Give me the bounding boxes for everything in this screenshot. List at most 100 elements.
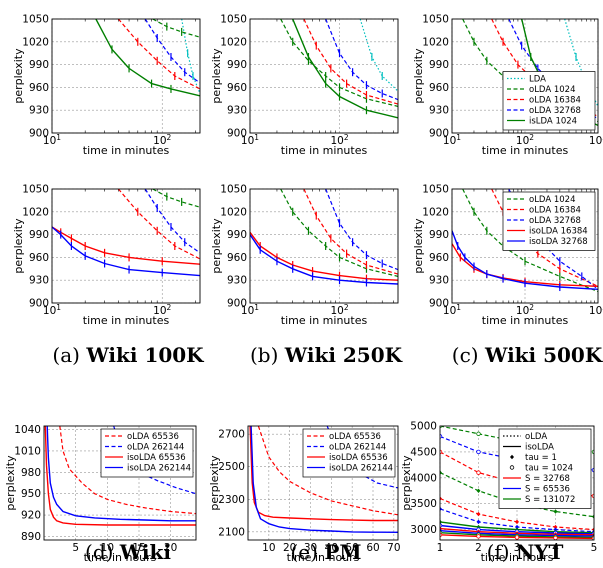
legend-label: isoLDA 65536 [127, 453, 186, 463]
x-tick-label: 30 [304, 542, 317, 554]
caption-title: Wiki 500K [484, 343, 603, 367]
series-line-blue-dashed [325, 189, 398, 271]
series-line-blue-dashed [325, 19, 398, 101]
series-line-red-dashed [303, 189, 398, 275]
panel-caption: (c) Wiki 500K [452, 343, 603, 367]
data-point-diamond [515, 524, 519, 530]
x-axis-label: time in minutes [281, 314, 368, 327]
x-tick-label: 101 [241, 133, 259, 147]
legend-label: oLDA 32768 [529, 216, 581, 226]
legend-label: tau = 1 [525, 453, 557, 463]
x-axis-label: time in hours [287, 551, 360, 564]
y-tick-label: 1050 [22, 14, 49, 26]
tick-exponent: 1 [56, 133, 61, 142]
series-group [280, 19, 398, 119]
chart-wiki-hours: 890 920 950 980 1010 1040 5 10 15 20 time in hours… [4, 424, 197, 564]
panel-caption: (d) Wiki [85, 540, 171, 564]
plot-area [52, 189, 200, 303]
y-tick-label: 960 [29, 252, 49, 264]
y-tick-label: 1050 [22, 184, 49, 196]
tick-base: 10 [330, 135, 343, 147]
legend-label: isoLDA 32768 [529, 237, 588, 247]
caption-title: Wiki [119, 540, 172, 564]
x-tick-label: 10 [101, 542, 114, 554]
series-line-red-dashed [440, 451, 594, 497]
legend-box [100, 428, 194, 478]
legend-label: S = 131072 [525, 495, 575, 505]
tick-exponent: 1 [56, 303, 61, 312]
chart-wiki500k-bottom: 90093096099010201050101102103time in min… [412, 184, 603, 328]
x-tick-label: 103 [589, 133, 603, 147]
x-tick-label: 102 [330, 133, 348, 147]
series-line-red-solid [44, 426, 196, 526]
data-point-diamond [476, 524, 481, 530]
x-tick-label: 102 [516, 133, 534, 147]
x-tick-label: 50 [345, 542, 358, 554]
y-tick-label: 1020 [220, 36, 247, 48]
caption-title: NYT [516, 540, 564, 564]
series-line-red-solid [52, 226, 200, 265]
tick-exponent: 1 [456, 133, 461, 142]
series-line-blue-solid [250, 426, 398, 533]
legend-label: LDA [529, 75, 546, 85]
y-tick-label: 990 [227, 59, 247, 71]
caption-letter: (c) [452, 343, 485, 367]
caption-letter: (a) [52, 343, 86, 367]
series-line-red-solid [250, 231, 398, 281]
legend-marker-diamond [510, 454, 514, 460]
x-tick-label: 103 [589, 303, 603, 317]
y-tick-label: 1050 [422, 14, 449, 26]
plot-area [250, 19, 398, 133]
y-tick-label: 2700 [218, 429, 245, 441]
y-tick-label: 1020 [22, 206, 49, 218]
x-axis-label: time in hours [84, 551, 157, 564]
y-tick-label: 900 [29, 128, 49, 140]
tick-exponent: 1 [254, 303, 259, 312]
data-point-diamond [476, 519, 481, 525]
chart-wiki500k-top: 90093096099010201050101102103time in min… [412, 14, 603, 158]
legend-label: oLDA [525, 432, 547, 442]
legend-box [498, 428, 592, 509]
tick-base: 10 [330, 305, 343, 317]
series-line-cyan-dotted [181, 19, 200, 94]
y-tick-label: 900 [429, 128, 449, 140]
caption-title: Wiki 100K [85, 343, 204, 367]
series-line-red-dashed [59, 426, 196, 515]
y-tick-label: 4000 [410, 472, 437, 484]
series-group [52, 189, 200, 277]
legend-label: oLDA 1024 [529, 195, 575, 205]
tick-exponent: 1 [456, 303, 461, 312]
axes-frame [439, 425, 595, 541]
y-tick-label: 960 [429, 252, 449, 264]
legend-marker-circle [509, 465, 515, 470]
caption-letter: (f) [487, 540, 516, 564]
x-tick-label: 10 [262, 542, 275, 554]
tick-base: 10 [589, 305, 602, 317]
x-axis-label: time in minutes [83, 144, 170, 157]
legend-label: isoLDA [525, 443, 554, 453]
x-tick-label: 5 [591, 542, 598, 554]
legend-label: oLDA 16384 [529, 206, 581, 216]
y-tick-label: 1020 [220, 206, 247, 218]
y-tick-label: 930 [29, 275, 49, 287]
y-tick-label: 1050 [220, 184, 247, 196]
y-tick-label: 1040 [14, 424, 41, 436]
y-tick-label: 900 [227, 128, 247, 140]
x-tick-label: 101 [443, 133, 461, 147]
series-line-red-dashed [257, 426, 398, 516]
data-point-diamond [592, 514, 594, 519]
legend-label: oLDA 16384 [529, 96, 581, 106]
legend-label: oLDA 1024 [529, 85, 575, 95]
axes-frame [247, 425, 399, 541]
tick-exponent: 2 [167, 133, 172, 142]
data-point-circle [476, 449, 481, 455]
y-axis-label: perplexity [412, 48, 425, 104]
series-line-red-dashed [117, 189, 200, 260]
tick-base: 10 [241, 135, 254, 147]
